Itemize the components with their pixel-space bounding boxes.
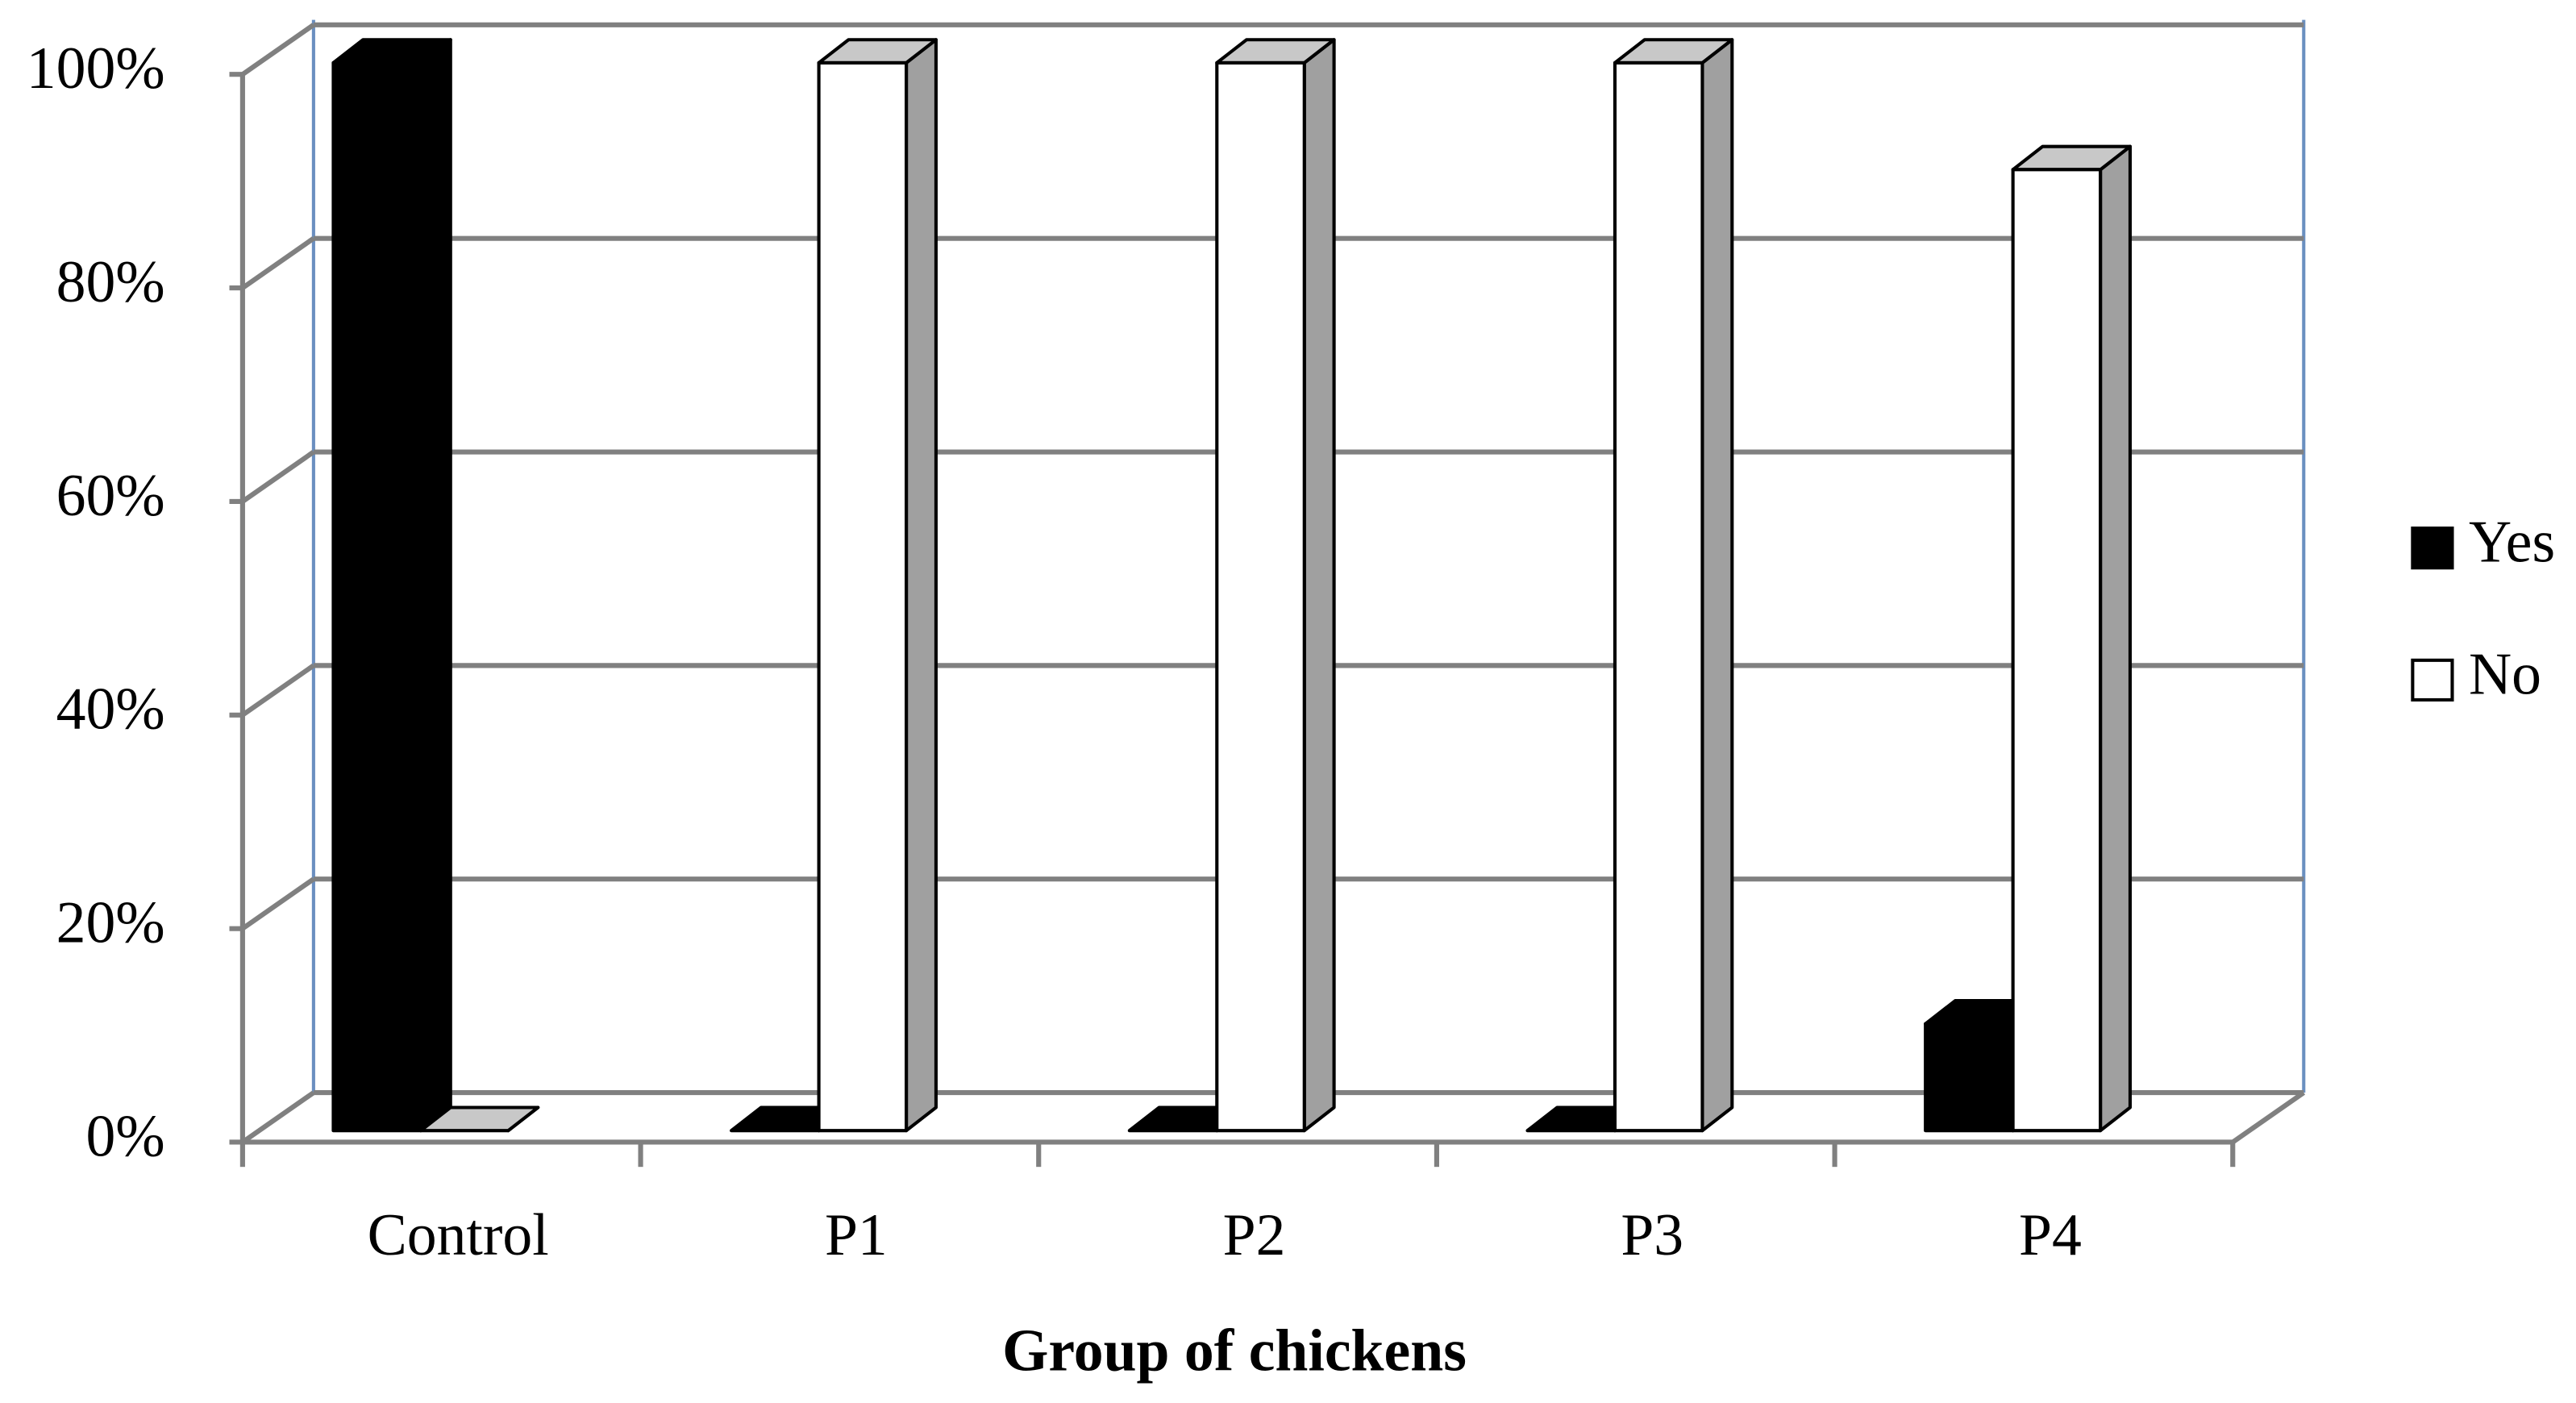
bar — [1215, 38, 1336, 1133]
bar-face — [1924, 1022, 2015, 1133]
x-tick-label: P4 — [2019, 1201, 2082, 1268]
bar-face — [1613, 60, 1704, 1133]
x-axis-title: Group of chickens — [1002, 1317, 1467, 1383]
y-tick-label: 20% — [56, 889, 165, 955]
bar-face — [1215, 60, 1306, 1133]
bar-face — [418, 38, 452, 1133]
bar — [418, 1105, 540, 1133]
grid-line — [241, 450, 315, 504]
x-tick-label: P1 — [825, 1201, 888, 1268]
y-tick-label: 40% — [56, 676, 165, 742]
bar-face — [418, 1105, 540, 1133]
x-tick-label: Control — [368, 1201, 549, 1268]
grid-line — [241, 1090, 315, 1145]
bar-face — [1700, 38, 1734, 1133]
y-tick-label: 60% — [56, 462, 165, 528]
bar-face — [905, 38, 938, 1133]
bar-face — [331, 60, 422, 1133]
legend-swatch — [2411, 658, 2454, 702]
bar-face — [1302, 38, 1336, 1133]
bar — [817, 38, 938, 1133]
bar — [1613, 38, 1734, 1133]
bar-face — [2099, 144, 2133, 1133]
bar-face — [817, 60, 909, 1133]
x-tick-label: P3 — [1621, 1201, 1683, 1268]
x-tick-label: P2 — [1223, 1201, 1286, 1268]
bar-face — [2011, 168, 2103, 1133]
legend-label: No — [2469, 640, 2541, 706]
legend-swatch — [2411, 527, 2454, 570]
y-tick-label: 100% — [27, 35, 165, 101]
grid-line — [241, 876, 315, 931]
floor-edge — [2231, 1090, 2306, 1145]
bar — [331, 38, 452, 1133]
grid-line — [241, 236, 315, 290]
bar — [2011, 144, 2133, 1133]
legend-label: Yes — [2469, 509, 2555, 575]
grid-line — [241, 663, 315, 718]
y-tick-label: 0% — [85, 1102, 164, 1168]
y-tick-label: 80% — [56, 248, 165, 314]
grid-line — [241, 23, 315, 77]
